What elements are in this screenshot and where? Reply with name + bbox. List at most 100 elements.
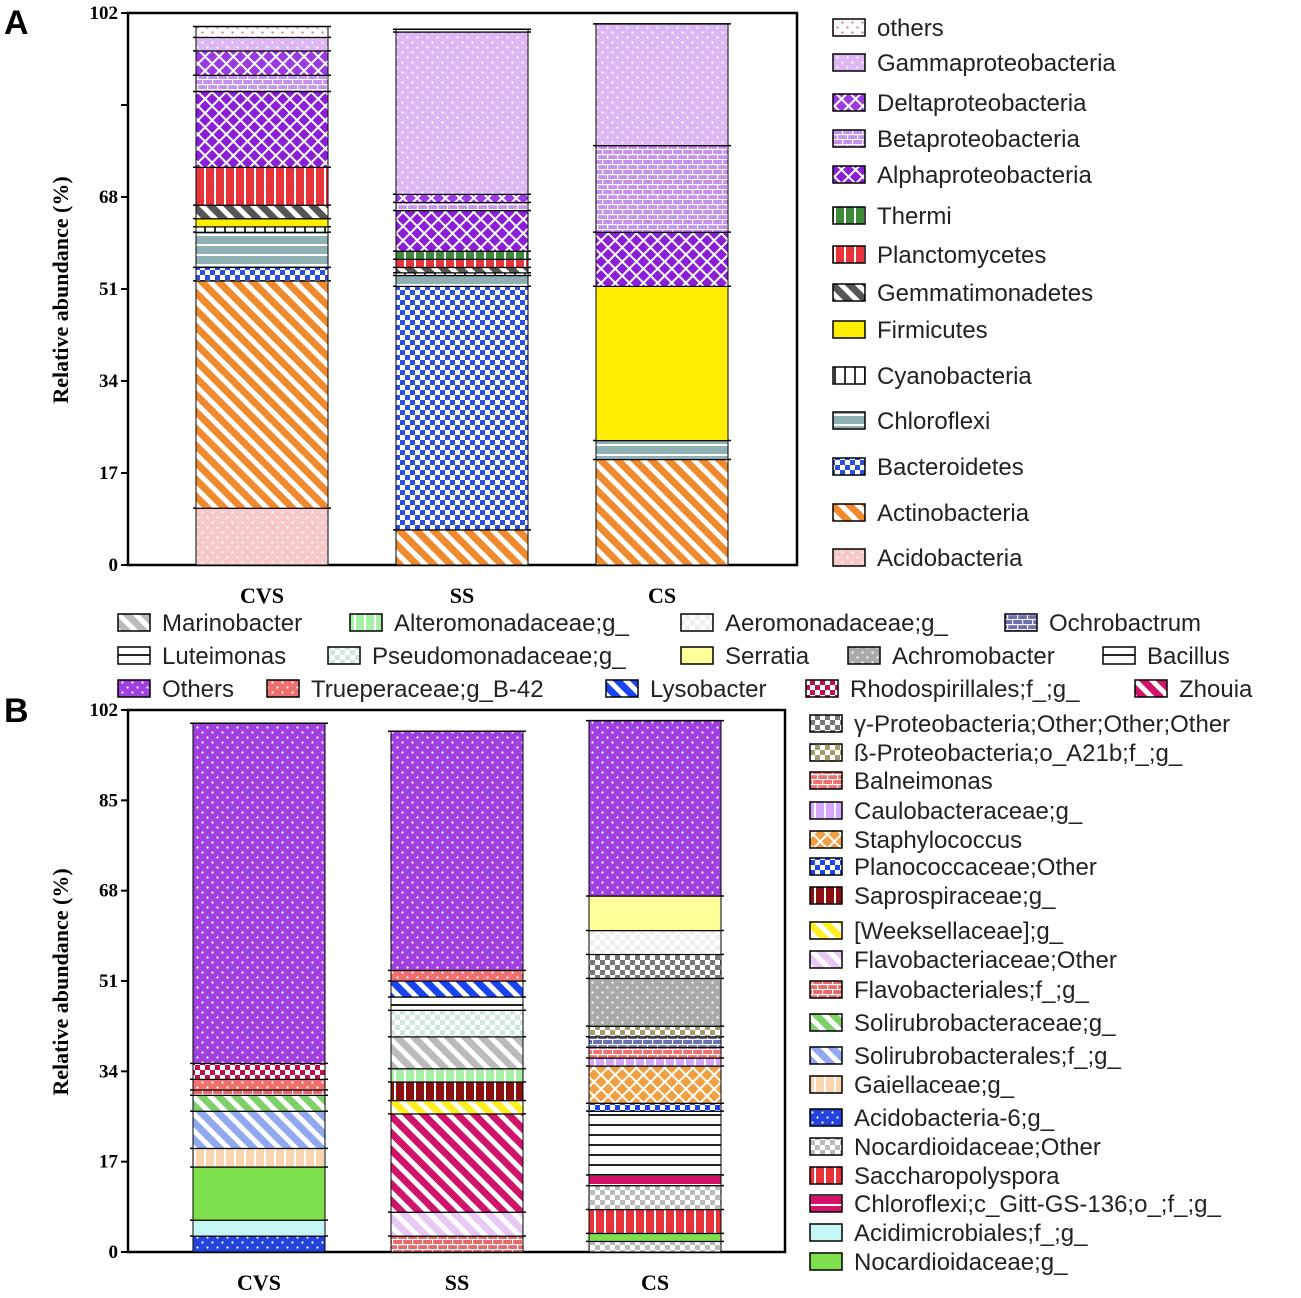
bar-segment-ss-flavobacteriaceae-other (390, 1211, 524, 1237)
legend-label-deltaproteobacteria: Deltaproteobacteria (877, 90, 1087, 117)
panel-letter-a: A (4, 4, 29, 42)
bar-segment-ss-bacteroidetes (395, 285, 529, 531)
bar-segment-cvs-trueperaceae-g-b-42 (192, 1078, 326, 1091)
legend-label-alteromonadaceae-g: Alteromonadaceae;g_ (394, 610, 629, 637)
y-tick-label: 34 (99, 1061, 119, 1082)
legend-label-solirubrobacteraceae-g: Solirubrobacteraceae;g_ (854, 1010, 1116, 1037)
legend-label-balneimonas: Balneimonas (854, 768, 993, 795)
legend-label-nocardioidaceae-g: Nocardioidaceae;g_ (854, 1249, 1068, 1276)
legend-swatch-actinobacteria (832, 503, 866, 522)
legend-swatch-others (117, 679, 151, 698)
bar-segment-cvs-chloroflexi (195, 231, 329, 268)
legend-label-planctomycetes: Planctomycetes (877, 242, 1046, 269)
legend-b-right: γ-Proteobacteria;Other;Other;Otherß-Prot… (809, 711, 1230, 1276)
legend-swatch-staphylococcus (809, 830, 843, 849)
legend-swatch-saccharopolyspora (809, 1166, 843, 1185)
legend-swatch-gemmatimonadetes (832, 283, 866, 302)
legend-label-actinobacteria: Actinobacteria (877, 500, 1030, 527)
bar-segment-cvs-actinobacteria (195, 280, 329, 509)
y-axis-label-b: Relative abundance (%) (48, 868, 73, 1095)
legend-label-ochrobactrum: Ochrobactrum (1049, 610, 1201, 637)
legend-swatch-nocardioidaceae-g (809, 1252, 843, 1271)
bar-segment-cvs-rhodospirillales-f-g (192, 1062, 326, 1080)
bar-segment-ss-betaproteobacteria (395, 201, 529, 212)
bar-segment-cvs-planctomycetes (195, 166, 329, 206)
bar-segment-cs-actinobacteria (595, 458, 729, 566)
bar-segment-cvs-betaproteobacteria (195, 74, 329, 92)
legend-swatch-flavobacteriaceae-other (809, 950, 843, 969)
x-category-cs: CS (648, 583, 676, 608)
bar-segment-cs-firmicutes (595, 285, 729, 442)
bar-segment-cs-nocardioidaceae-other (588, 1240, 722, 1253)
bar-segment-ss-alteromonadaceae-g (390, 1068, 524, 1083)
legend-swatch-aeromonadaceae-g (680, 613, 714, 632)
y-tick-label: 17 (99, 1152, 119, 1173)
bar-segment-ss-lysobacter (390, 980, 524, 998)
legend-label-gammaproteobacteria: Gammaproteobacteria (877, 50, 1116, 77)
bar-segment-ss-gemmatimonadetes (395, 266, 529, 274)
legend-swatch-proteobacteria-other-other-other (809, 714, 843, 733)
legend-label-firmicutes: Firmicutes (877, 317, 988, 344)
legend-label-nocardioidaceae-other: Nocardioidaceae;Other (854, 1134, 1101, 1161)
panel-a: A Relative abundance (%) 0 17 34 51 68 102 CV… (4, 3, 1116, 608)
bar-segment-cs-achromobacter (588, 977, 722, 1027)
bar-segment-ss-thermi (395, 250, 529, 260)
x-categories-b: CVS SS CS (237, 1270, 669, 1295)
legend-label-rhodospirillales-f-g: Rhodospirillales;f_;g_ (850, 676, 1080, 703)
bar-segment-cvs-solirubrobacterales-f-g (192, 1110, 326, 1149)
legend-swatch-gaiellaceae-g (809, 1075, 843, 1094)
y-tick-label: 85 (99, 790, 118, 811)
bar-segment-cs-balneimonas (588, 1046, 722, 1059)
y-tick-label: 34 (99, 371, 119, 392)
bar-segment-cvs-gaiellaceae-g (192, 1147, 326, 1168)
bar-segment-cvs-acidobacteria-6-g (192, 1235, 326, 1253)
bar-segment-cs-proteobacteria-o-a21b-f-g (588, 1025, 722, 1038)
legend-label-saccharopolyspora: Saccharopolyspora (854, 1163, 1060, 1190)
legend-label-solirubrobacterales-f-g: Solirubrobacterales;f_;g_ (854, 1043, 1121, 1070)
legend-swatch-luteimonas (117, 646, 151, 665)
panel-b: B Relative abundance (%) 01734516885102 … (4, 610, 1253, 1295)
bar-segment-cvs-deltaproteobacteria (195, 50, 329, 76)
bar-segment-cvs-others (195, 26, 329, 38)
bar-segment-ss-weeksellaceae-g (390, 1100, 524, 1115)
bar-segment-cvs-bacteroidetes (195, 266, 329, 282)
legend-swatch-lysobacter (605, 679, 639, 698)
bar-segment-cvs-cyanobacteria (195, 226, 329, 233)
bar-segment-cvs-gammaproteobacteria (195, 36, 329, 52)
legend-label-trueperaceae-g-b-42: Trueperaceae;g_B-42 (311, 676, 544, 703)
legend-label-staphylococcus: Staphylococcus (854, 827, 1022, 854)
legend-swatch-zhouia (1134, 679, 1168, 698)
legend-swatch-serratia (680, 646, 714, 665)
legend-label-lysobacter: Lysobacter (650, 676, 767, 703)
legend-swatch-planctomycetes (832, 245, 866, 264)
bar-segment-cs-ochrobactrum (588, 1036, 722, 1048)
legend-swatch-marinobacter (117, 613, 151, 632)
bar-segment-ss-marinobacter (390, 1036, 524, 1070)
legend-swatch-acidimicrobiales-f-g (809, 1223, 843, 1242)
legend-label-others: Others (162, 676, 234, 703)
x-category-ss: SS (450, 583, 474, 608)
legend-label-pseudomonadaceae-g: Pseudomonadaceae;g_ (372, 643, 626, 670)
legend-swatch-solirubrobacterales-f-g (809, 1046, 843, 1065)
legend-label-proteobacteria-other-other-other: γ-Proteobacteria;Other;Other;Other (854, 711, 1230, 738)
y-tick-label: 17 (99, 463, 119, 484)
legend-swatch-weeksellaceae-g (809, 921, 843, 940)
legend-swatch-solirubrobacteraceae-g (809, 1013, 843, 1032)
bar-segment-cs-bacillus (588, 1110, 722, 1176)
legend-label-chloroflexi: Chloroflexi (877, 408, 990, 435)
bar-segment-cvs-nocardioidaceae-g (192, 1166, 326, 1221)
panel-letter-b: B (4, 692, 29, 730)
legend-swatch-ochrobactrum (1004, 613, 1038, 632)
x-category-cvs: CVS (237, 1270, 281, 1295)
legend-swatch-acidobacteria-6-g (809, 1108, 843, 1127)
legend-swatch-flavobacteriales-f-g (809, 980, 843, 999)
legend-swatch-gammaproteobacteria (832, 53, 866, 72)
bar-segment-ss-flavobacteriales-f-g (390, 1235, 524, 1253)
bar-segment-cs-nocardioidaceae-other (588, 1185, 722, 1210)
bar-segment-ss-gammaproteobacteria (395, 31, 529, 195)
bar-segment-ss-others (390, 730, 524, 971)
bar-segment-cs-caulobacteraceae-g (588, 1057, 722, 1067)
legend-label-planococcaceae-other: Planococcaceae;Other (854, 854, 1097, 881)
legend-swatch-deltaproteobacteria (832, 93, 866, 112)
legend-label-flavobacteriales-f-g: Flavobacteriales;f_;g_ (854, 977, 1089, 1004)
